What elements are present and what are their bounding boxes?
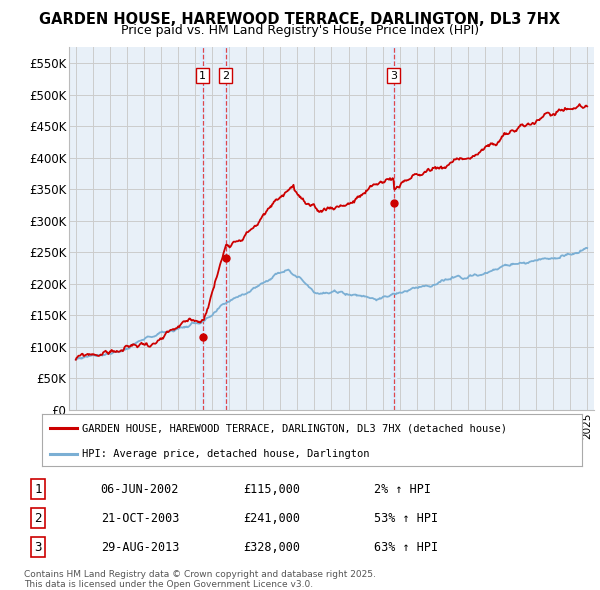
Text: 3: 3 xyxy=(390,71,397,81)
Text: 53% ↑ HPI: 53% ↑ HPI xyxy=(374,512,439,525)
Text: 2: 2 xyxy=(222,71,229,81)
Text: GARDEN HOUSE, HAREWOOD TERRACE, DARLINGTON, DL3 7HX (detached house): GARDEN HOUSE, HAREWOOD TERRACE, DARLINGT… xyxy=(83,423,508,433)
Text: 21-OCT-2003: 21-OCT-2003 xyxy=(101,512,179,525)
Bar xyxy=(391,47,396,410)
Text: 2% ↑ HPI: 2% ↑ HPI xyxy=(374,483,431,496)
Bar xyxy=(223,47,229,410)
Text: 1: 1 xyxy=(34,483,42,496)
Text: Price paid vs. HM Land Registry's House Price Index (HPI): Price paid vs. HM Land Registry's House … xyxy=(121,24,479,37)
Text: GARDEN HOUSE, HAREWOOD TERRACE, DARLINGTON, DL3 7HX: GARDEN HOUSE, HAREWOOD TERRACE, DARLINGT… xyxy=(40,12,560,27)
Text: £115,000: £115,000 xyxy=(243,483,300,496)
Text: HPI: Average price, detached house, Darlington: HPI: Average price, detached house, Darl… xyxy=(83,448,370,458)
Text: £241,000: £241,000 xyxy=(243,512,300,525)
Bar xyxy=(200,47,205,410)
Text: 63% ↑ HPI: 63% ↑ HPI xyxy=(374,540,439,553)
Text: Contains HM Land Registry data © Crown copyright and database right 2025.
This d: Contains HM Land Registry data © Crown c… xyxy=(24,570,376,589)
Text: 3: 3 xyxy=(34,540,42,553)
Text: 29-AUG-2013: 29-AUG-2013 xyxy=(101,540,179,553)
Text: £328,000: £328,000 xyxy=(243,540,300,553)
Text: 1: 1 xyxy=(199,71,206,81)
Text: 06-JUN-2002: 06-JUN-2002 xyxy=(101,483,179,496)
Text: 2: 2 xyxy=(34,512,42,525)
